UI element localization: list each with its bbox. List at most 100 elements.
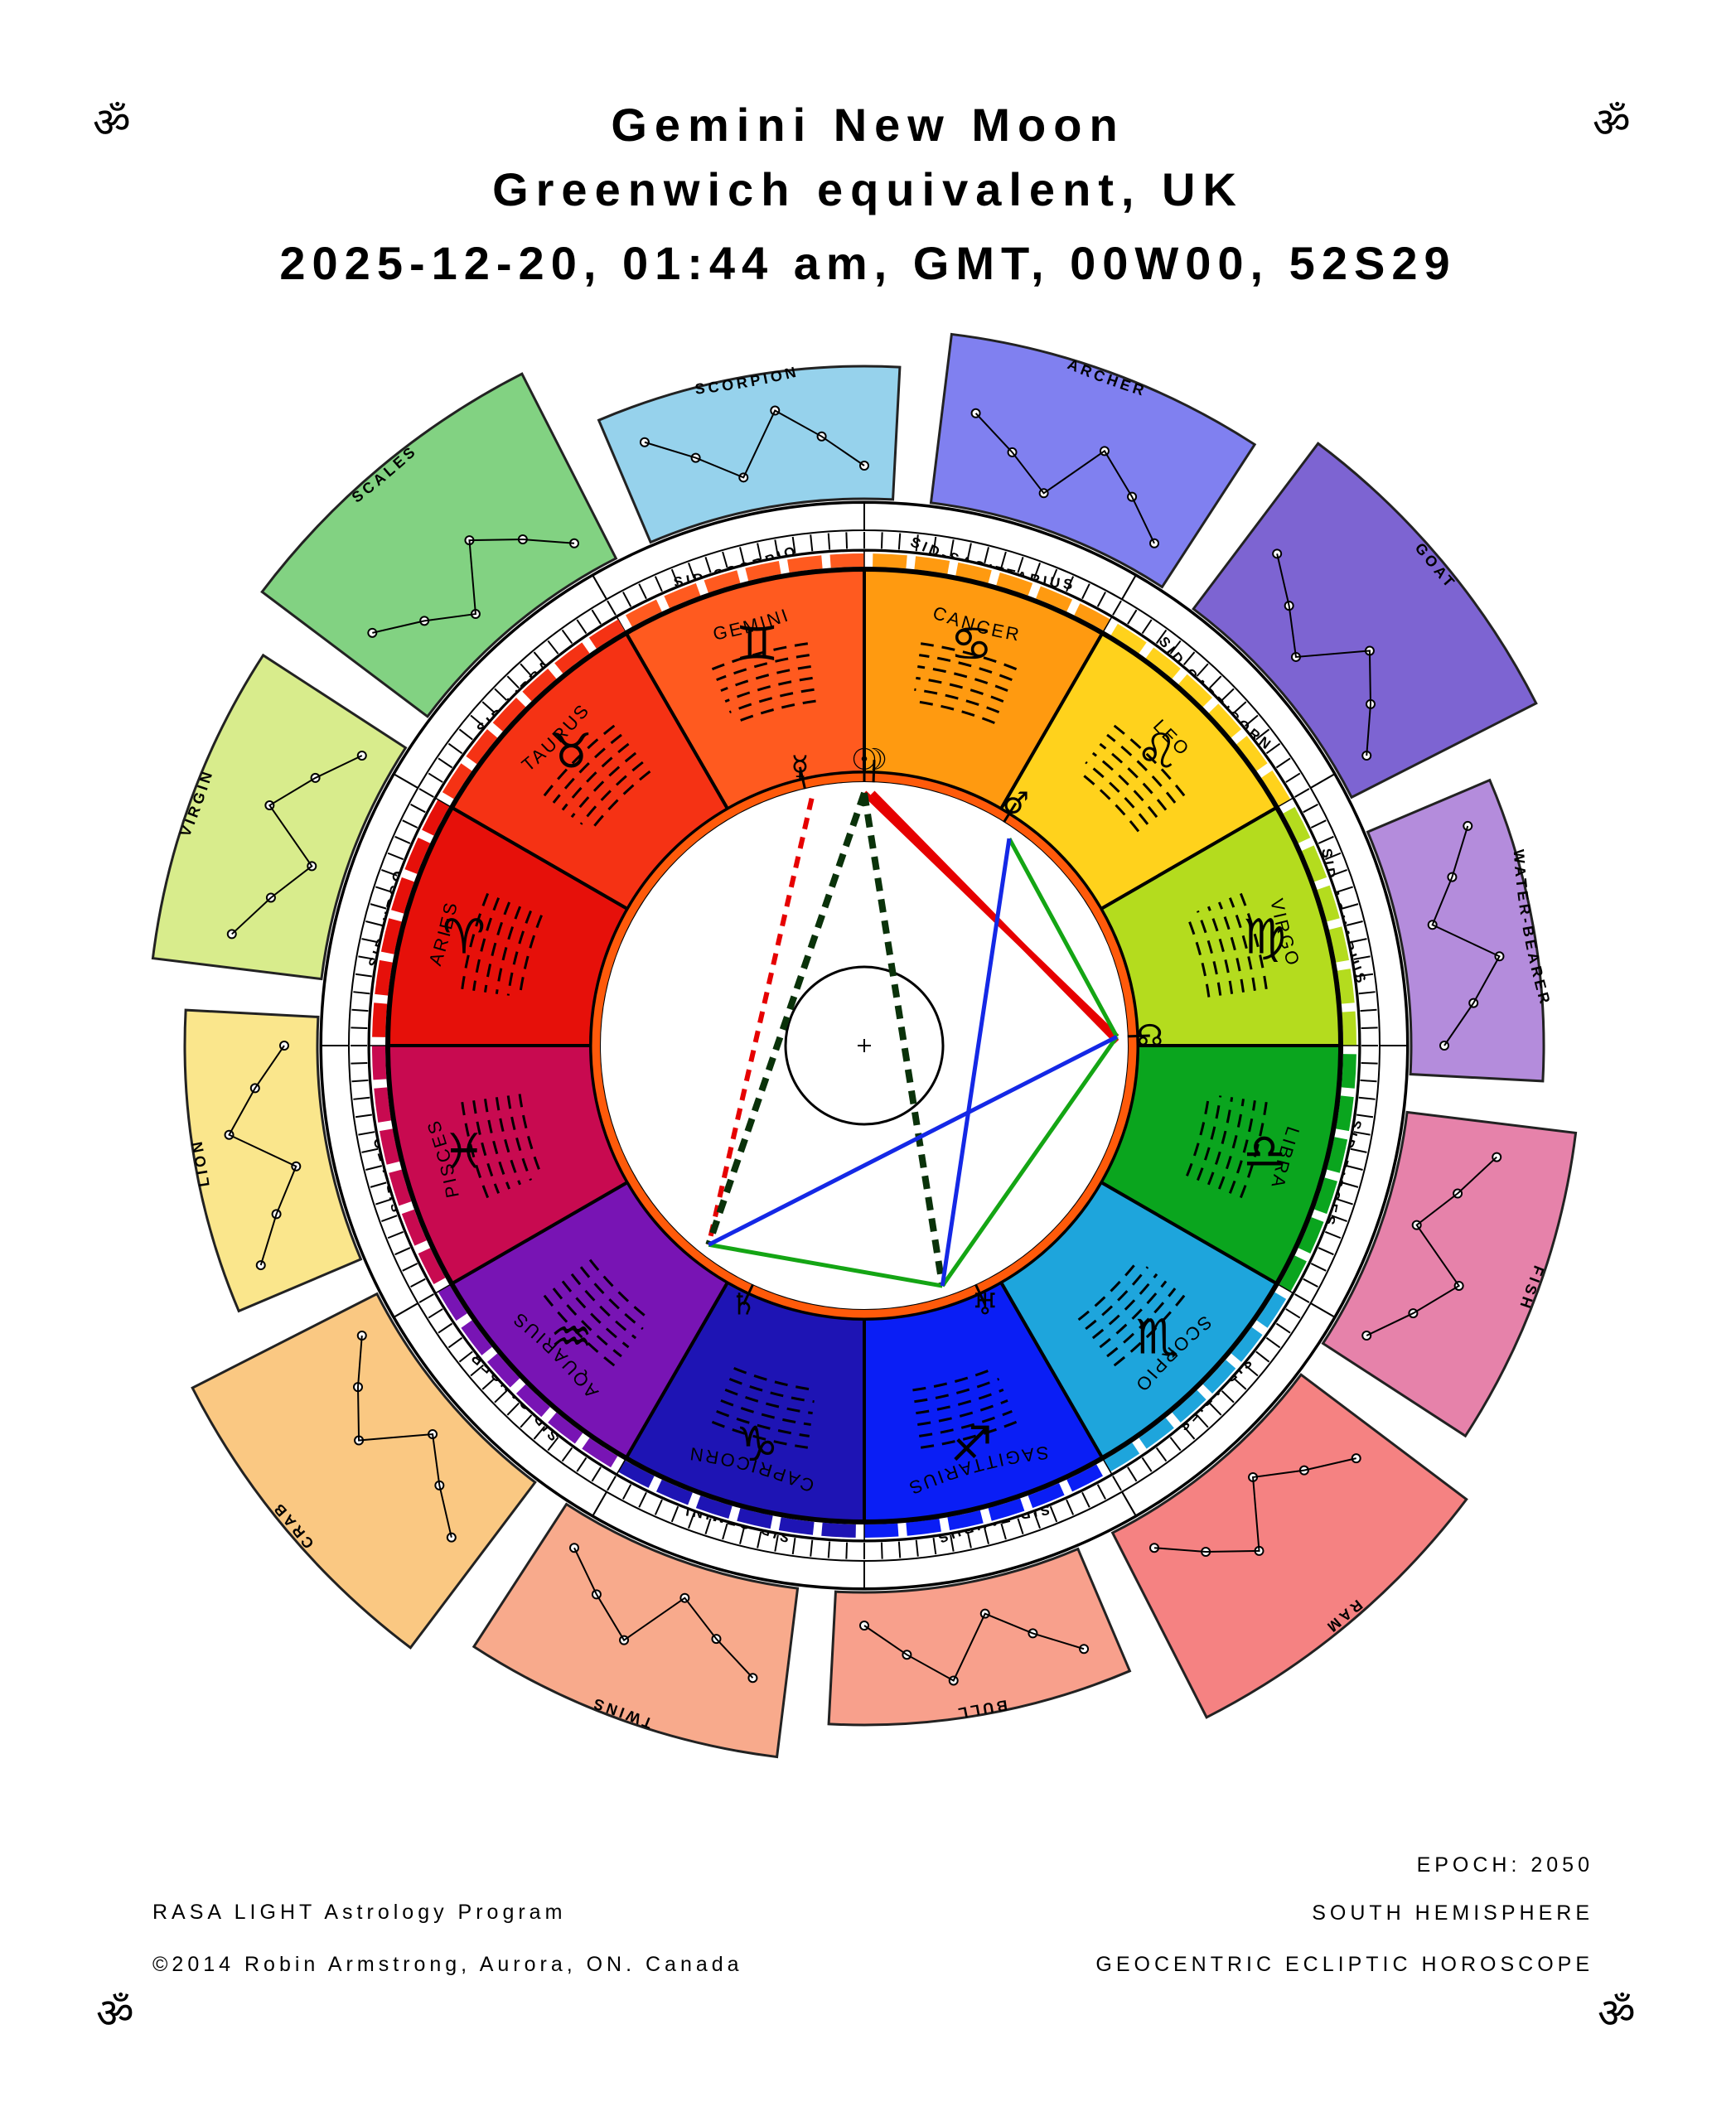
degree-tick (591, 609, 602, 625)
sign-color-chip (1028, 1483, 1065, 1509)
decan-marks (461, 1101, 490, 1199)
sign-color-chip (401, 1209, 427, 1246)
sign-color-chip (1283, 807, 1311, 843)
degree-tick (966, 1531, 972, 1548)
sign-color-chip (582, 1437, 618, 1468)
constellation-shape (1321, 1110, 1578, 1438)
degree-tick (1155, 1447, 1168, 1462)
moon-marker-tick (872, 760, 876, 783)
degree-tick (1081, 1491, 1090, 1508)
degree-tick (387, 1230, 404, 1239)
degree-tick (1049, 568, 1058, 586)
degree-tick (1361, 1061, 1378, 1065)
degree-tick (351, 1008, 369, 1012)
constellation-lines (863, 1612, 1085, 1682)
degree-tick (845, 1542, 849, 1559)
degree-tick (1221, 688, 1235, 701)
degree-tick (1318, 835, 1334, 844)
mars-marker-tick (1003, 802, 1018, 824)
degree-tick (1361, 1027, 1378, 1030)
degree-tick (1303, 1278, 1318, 1288)
degree-tick (1350, 1147, 1367, 1153)
degree-tick (394, 835, 411, 844)
sign-color-chip (829, 553, 864, 568)
degree-tick (1033, 1512, 1041, 1529)
degree-tick (1081, 583, 1090, 600)
planet-markers: ☉☽☿♂☊♄ ♅ (730, 743, 1163, 1322)
degree-tick (365, 1165, 383, 1171)
degree-tick (1066, 576, 1075, 592)
degree-tick (1096, 1484, 1106, 1500)
degree-tick (470, 714, 485, 727)
decan-marks (552, 1288, 622, 1358)
sign-color-chip (1342, 1011, 1357, 1046)
degree-tick (1346, 1165, 1363, 1171)
degree-tick (704, 1518, 712, 1534)
degree-tick (638, 1491, 647, 1508)
sign-color-chip (947, 1510, 984, 1530)
degree-tick (1356, 1114, 1374, 1118)
degree-tick (547, 640, 559, 655)
constellation-twins: TWINS (471, 1502, 800, 1759)
degree-tick (1310, 1263, 1327, 1272)
degree-tick (447, 1336, 463, 1349)
aspect-green-1 (1007, 837, 1119, 1038)
degree-tick (410, 804, 426, 814)
sign-ring-outer (385, 567, 1343, 1524)
chart-location: Greenwich equivalent, UK (492, 163, 1244, 215)
degree-tick (1209, 1402, 1222, 1416)
degree-tick (1155, 629, 1168, 645)
aspect-green-3 (708, 1242, 943, 1288)
decan-marks (1186, 915, 1211, 998)
decan-marks (711, 642, 809, 671)
constellation-lines (1366, 1156, 1497, 1336)
sign-color-chip (438, 1285, 467, 1321)
degree-tick (520, 1414, 533, 1428)
sign-color-chip (374, 1087, 392, 1123)
sign-color-chip (1328, 926, 1349, 963)
constellation-shape (929, 332, 1257, 589)
sign-glyph-cancer: ♋ (950, 616, 993, 672)
sign-color-chip (1208, 703, 1242, 738)
degree-tick (654, 1499, 663, 1515)
decan-marks (1091, 751, 1158, 819)
degree-tick (1275, 757, 1291, 769)
sign-glyph-capricorn: ♑ (736, 1416, 779, 1472)
degree-tick (774, 539, 779, 557)
degree-tick (757, 1531, 762, 1548)
decan-marks (495, 906, 522, 994)
degree-tick (1294, 788, 1310, 798)
degree-tick (1337, 1198, 1353, 1205)
decan-marks (1077, 770, 1140, 833)
decan-marks (1217, 901, 1245, 993)
decan-marks (1085, 761, 1149, 825)
decan-marks (919, 654, 1013, 682)
sign-color-chip (1327, 1137, 1348, 1173)
degree-tick (1358, 991, 1376, 995)
decan-marks (570, 751, 637, 819)
chart-datetime: 2025-12-20, 01:44 am, GMT, 00W00, 52S29 (279, 237, 1457, 289)
decan-marks (588, 770, 651, 833)
constellation-shape (1192, 442, 1538, 800)
degree-tick (591, 1466, 602, 1482)
decan-marks (579, 761, 644, 825)
sign-color-chip (778, 1517, 815, 1535)
degree-tick (1033, 563, 1041, 579)
decan-marks (720, 1399, 811, 1426)
degree-tick (402, 1263, 418, 1272)
degree-tick (950, 1534, 955, 1552)
constellation-shape (827, 1547, 1132, 1727)
degree-tick (1353, 1131, 1371, 1136)
degree-tick (1360, 1079, 1377, 1083)
decan-marks (1217, 1099, 1245, 1190)
constellation-lines (1431, 825, 1501, 1046)
sign-color-chip (1139, 1418, 1174, 1449)
degree-tick (915, 1539, 919, 1557)
uranus-marker: ♅ (972, 1288, 999, 1322)
sign-color-chip (554, 642, 590, 674)
degree-tick (361, 938, 379, 944)
constellation-shape (597, 365, 902, 544)
degree-tick (1331, 1215, 1347, 1222)
om-symbol-bottom-right: ॐ (1598, 1989, 1636, 2037)
degree-tick (1000, 551, 1007, 568)
